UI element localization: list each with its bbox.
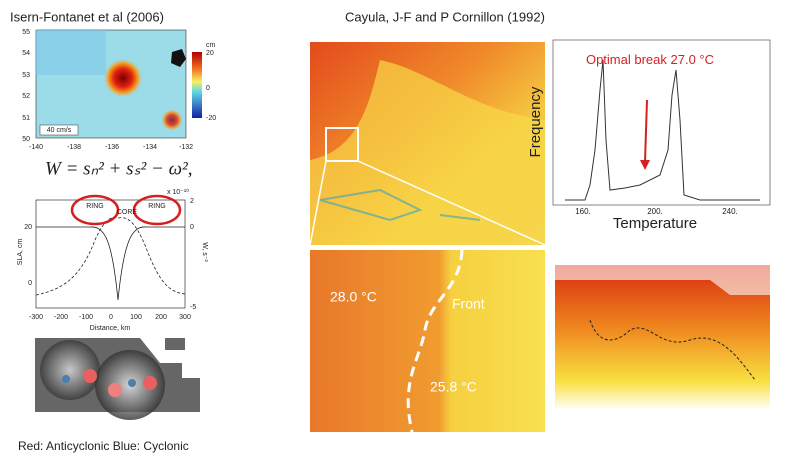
lon-tick: -138 [67,144,81,151]
zoom-box [325,127,359,162]
y2-tick: 0 [190,224,194,231]
y-tick: 0 [28,280,32,287]
y2-tick: -5 [190,304,196,311]
x-tick: 300 [179,314,191,321]
arrow-head [640,160,650,170]
x-tick: 160. [575,207,591,216]
colorbar [192,52,202,118]
lon-tick: -132 [179,144,193,151]
colorbar-tick: -20 [206,115,216,122]
warm-region [310,60,545,245]
lon-tick: -140 [29,144,43,151]
zoom-line [357,160,546,246]
mask [140,338,200,378]
w-curve [36,226,185,301]
scale-box [39,124,79,136]
y-tick: 20 [24,224,32,231]
lon-tick: -134 [143,144,157,151]
y2-label: W, s⁻² [201,242,208,262]
island [171,49,186,67]
right-title: Cayula, J-F and P Cornillon (1992) [345,9,545,24]
profile-label: RING [86,203,104,210]
ring-highlight [132,194,182,226]
anticyclone [143,376,157,390]
map-shade [36,30,106,75]
colorbar-tick: 20 [206,50,214,57]
ring-highlight [70,194,120,226]
caption: Red: Anticyclonic Blue: Cyclonic [18,439,189,453]
lat-tick: 50 [22,136,30,143]
x-tick: -100 [79,314,93,321]
x-tick: 200 [155,314,167,321]
zoom-label: 28.0 °C [330,289,377,305]
detected-front [589,319,756,381]
y-label: Frequency [527,86,544,157]
x-tick: -300 [29,314,43,321]
lat-tick: 52 [22,93,30,100]
profile-label: RING [148,203,166,210]
eddy [103,58,143,98]
zoom-label: Front [452,296,485,312]
zoom-label: 25.8 °C [430,379,477,395]
anticyclone [108,383,122,397]
cyclone [128,379,136,387]
x-tick: 100 [130,314,142,321]
lat-tick: 51 [22,115,30,122]
lat-tick: 55 [22,29,30,36]
exponent: x 10⁻¹⁰ [167,188,189,196]
y-label: SLA, cm [17,239,24,266]
x-label: Distance, km [90,325,131,332]
histogram-frame [552,39,771,206]
land [555,265,770,295]
histogram-curve [565,59,760,201]
colorbar-tick: 0 [206,85,210,92]
x-tick: -200 [54,314,68,321]
x-tick: 200. [647,207,663,216]
cold-patches [319,188,481,222]
zoom-line [309,160,327,246]
equation: W = sₙ² + sₛ² − ω², [45,158,193,179]
left-title: Isern-Fontanet et al (2006) [10,9,164,24]
cyclone [62,375,70,383]
eddy [161,109,183,131]
profile-label: CORE [117,209,138,216]
lat-tick: 53 [22,72,30,79]
lat-tick: 54 [22,50,30,57]
lon-tick: -136 [105,144,119,151]
anticyclone [83,369,97,383]
annotation: Optimal break 27.0 °C [585,52,715,67]
zoom-image [310,250,545,432]
front-line [406,249,464,433]
arrow [644,99,648,163]
x-tick: 240. [722,207,738,216]
x-tick: 0 [109,314,113,321]
y2-tick: 2 [190,198,194,205]
colorbar-unit: cm [206,42,216,49]
sla-curve [35,217,186,296]
profile-frame [35,199,186,309]
x-label: Temperature [613,215,697,232]
scale-label: 40 cm/s [47,127,72,134]
grey-blob [40,340,100,400]
